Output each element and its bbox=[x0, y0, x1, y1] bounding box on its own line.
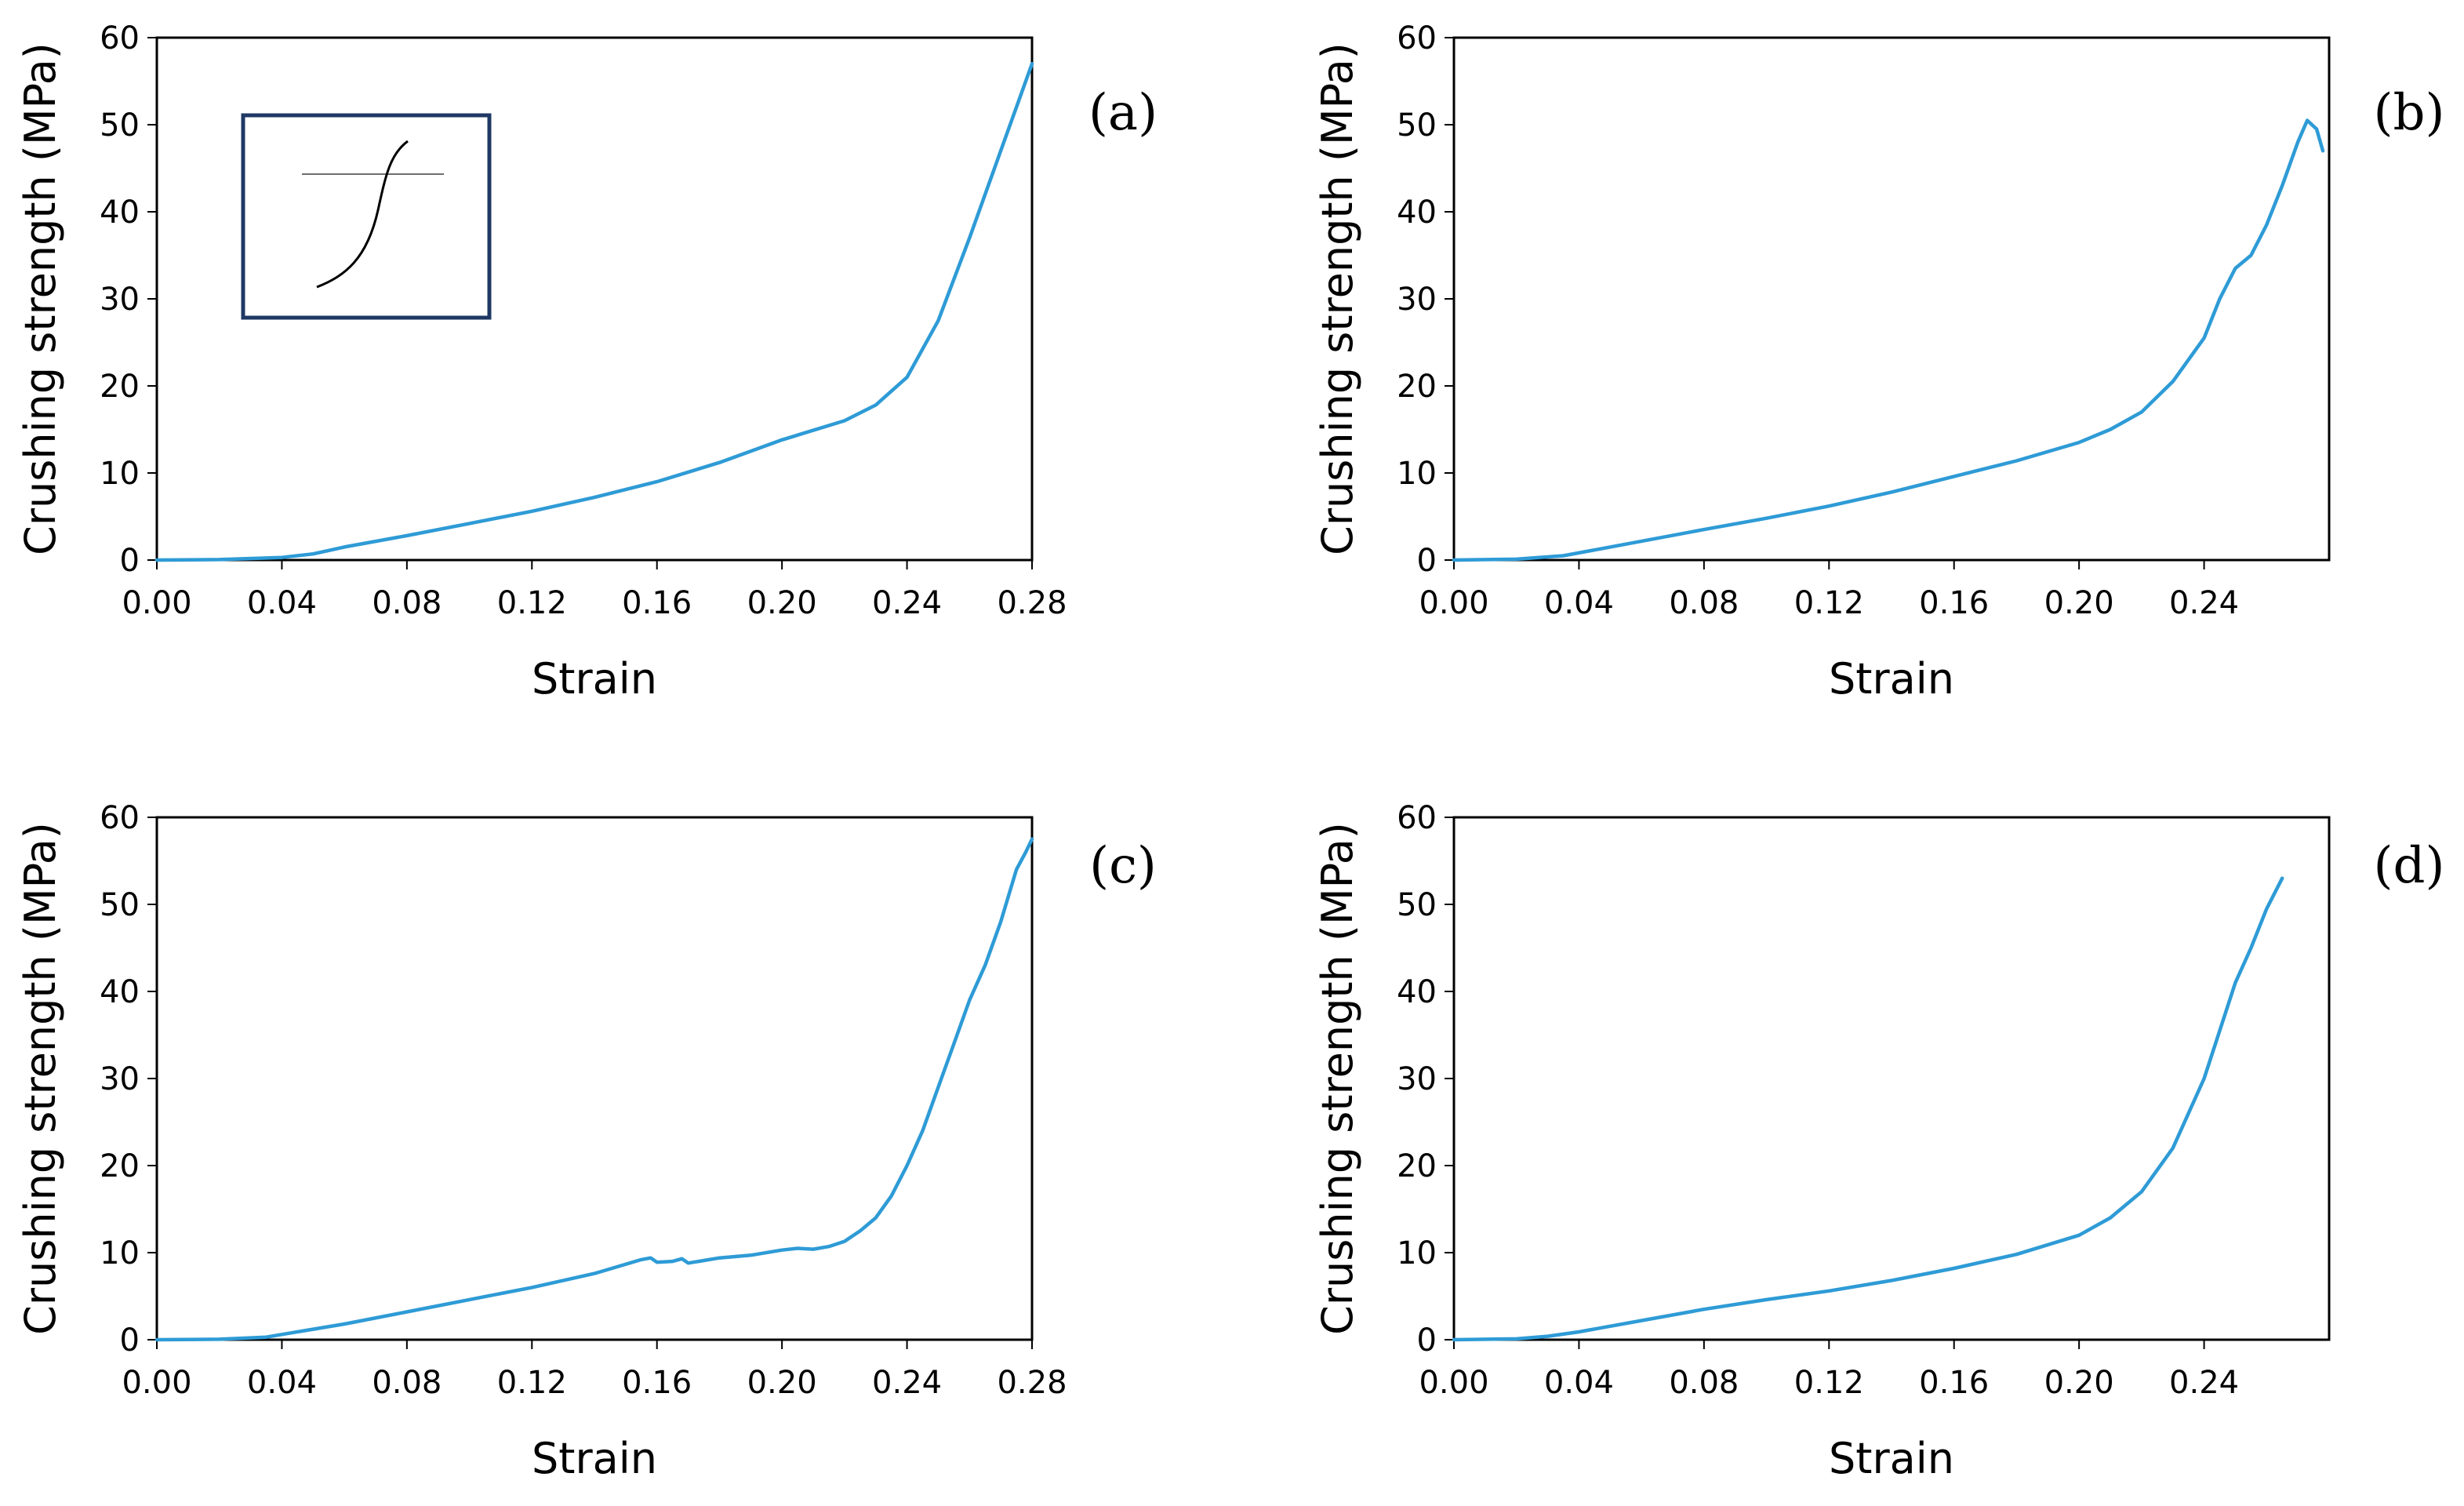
x-tick-label: 0.08 bbox=[1669, 1365, 1739, 1401]
y-tick-label: 30 bbox=[100, 1061, 140, 1097]
x-tick-label: 0.12 bbox=[497, 585, 567, 621]
x-tick-label: 0.24 bbox=[872, 1365, 942, 1401]
x-tick-label: 0.28 bbox=[997, 585, 1067, 621]
plot-frame bbox=[1452, 816, 2331, 1341]
x-axis-title: Strain bbox=[1829, 654, 1954, 704]
x-tick-label: 0.12 bbox=[1794, 1365, 1864, 1401]
y-tick-label: 60 bbox=[100, 20, 140, 56]
x-axis-title: Strain bbox=[532, 654, 657, 704]
y-tick-label: 10 bbox=[100, 1235, 140, 1271]
chart-panel-3: 0 10 20 30 40 50 60 0.00 0.04 0.08 0.12 0.16 0.20 0.2… bbox=[16, 800, 1157, 1483]
y-tick-label: 40 bbox=[1397, 195, 1437, 231]
y-tick-label: 10 bbox=[1397, 1235, 1437, 1271]
x-tick-label: 0.20 bbox=[2044, 1365, 2114, 1401]
x-tick-label: 0.16 bbox=[1919, 585, 1989, 621]
chart-panel-2: 0 10 20 30 40 50 60 0.00 0.04 0.08 0.12 0.16 0.20 0.2… bbox=[1313, 20, 2444, 704]
y-tick-label: 40 bbox=[100, 195, 140, 231]
x-tick-label: 0.04 bbox=[1544, 585, 1614, 621]
x-tick-label: 0.00 bbox=[1419, 585, 1488, 621]
y-tick-label: 30 bbox=[1397, 282, 1437, 318]
y-tick-label: 60 bbox=[1397, 800, 1437, 836]
x-tick-label: 0.00 bbox=[1419, 1365, 1488, 1401]
x-tick-label: 0.16 bbox=[622, 585, 692, 621]
y-axis-title: Crushing strength (MPa) bbox=[1313, 42, 1362, 555]
x-tick-label: 0.20 bbox=[747, 1365, 817, 1401]
x-tick-label: 0.24 bbox=[2169, 585, 2239, 621]
x-tick-label: 0.20 bbox=[2044, 585, 2114, 621]
inset-frame bbox=[241, 113, 492, 320]
series-line bbox=[1452, 118, 2325, 562]
series-line bbox=[154, 62, 1034, 562]
x-tick-label: 0.00 bbox=[122, 585, 191, 621]
y-tick-label: 60 bbox=[100, 800, 140, 836]
y-tick-label: 50 bbox=[1397, 107, 1437, 144]
x-tick-label: 0.24 bbox=[872, 585, 942, 621]
y-tick-label: 20 bbox=[100, 1148, 140, 1184]
y-axis-title: Crushing strength (MPa) bbox=[16, 822, 65, 1335]
x-tick-label: 0.24 bbox=[2169, 1365, 2239, 1401]
y-tick-label: 40 bbox=[1397, 974, 1437, 1010]
plot-frame bbox=[155, 816, 1034, 1341]
y-tick-label: 0 bbox=[1417, 543, 1437, 579]
series-line bbox=[1452, 876, 2284, 1342]
y-axis-title: Crushing strength (MPa) bbox=[16, 42, 65, 555]
y-tick-label: 0 bbox=[120, 1322, 140, 1359]
y-tick-label: 10 bbox=[100, 456, 140, 492]
y-tick-label: 10 bbox=[1397, 456, 1437, 492]
y-tick-label: 0 bbox=[120, 543, 140, 579]
panel-label: (b) bbox=[2374, 84, 2445, 142]
y-tick-label: 30 bbox=[100, 282, 140, 318]
y-tick-label: 30 bbox=[1397, 1061, 1437, 1097]
x-tick-label: 0.00 bbox=[122, 1365, 191, 1401]
y-tick-label: 50 bbox=[100, 887, 140, 923]
x-tick-label: 0.08 bbox=[372, 1365, 442, 1401]
panel-label: (a) bbox=[1088, 84, 1157, 142]
y-tick-label: 60 bbox=[1397, 20, 1437, 56]
inset-box bbox=[241, 113, 492, 320]
s-curve-icon bbox=[316, 140, 409, 289]
x-tick-label: 0.12 bbox=[1794, 585, 1864, 621]
x-tick-label: 0.16 bbox=[1919, 1365, 1989, 1401]
y-tick-label: 50 bbox=[100, 107, 140, 144]
x-tick-label: 0.16 bbox=[622, 1365, 692, 1401]
x-tick-label: 0.04 bbox=[1544, 1365, 1614, 1401]
x-tick-label: 0.08 bbox=[372, 585, 442, 621]
series-line bbox=[154, 837, 1034, 1342]
plot-frame bbox=[1452, 36, 2331, 562]
panel-label: (d) bbox=[2374, 837, 2445, 895]
x-axis-title: Strain bbox=[532, 1434, 657, 1483]
x-tick-label: 0.08 bbox=[1669, 585, 1739, 621]
chart-panel-1: 0 10 20 30 40 50 60 0.00 0.04 0.08 0.12 0.16 0.20 0.2… bbox=[16, 20, 1157, 704]
x-tick-label: 0.28 bbox=[997, 1365, 1067, 1401]
chart-panel-4: 0 10 20 30 40 50 60 0.00 0.04 0.08 0.12 0.16 0.20 0.2… bbox=[1313, 800, 2444, 1483]
panel-label: (c) bbox=[1089, 837, 1157, 895]
y-tick-label: 0 bbox=[1417, 1322, 1437, 1359]
y-tick-label: 20 bbox=[100, 369, 140, 405]
x-tick-label: 0.04 bbox=[247, 1365, 317, 1401]
y-tick-label: 50 bbox=[1397, 887, 1437, 923]
y-tick-label: 40 bbox=[100, 974, 140, 1010]
x-tick-label: 0.12 bbox=[497, 1365, 567, 1401]
y-tick-label: 20 bbox=[1397, 369, 1437, 405]
x-tick-label: 0.20 bbox=[747, 585, 817, 621]
x-tick-label: 0.04 bbox=[247, 585, 317, 621]
y-tick-label: 20 bbox=[1397, 1148, 1437, 1184]
y-axis-title: Crushing strength (MPa) bbox=[1313, 822, 1362, 1335]
x-axis-title: Strain bbox=[1829, 1434, 1954, 1483]
